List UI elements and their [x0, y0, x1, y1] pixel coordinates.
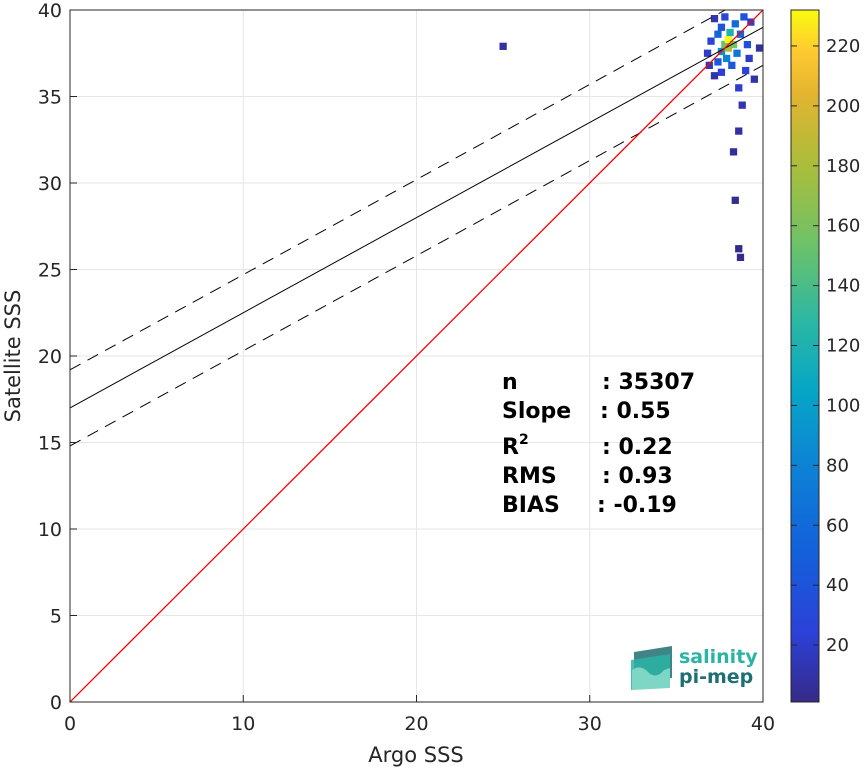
identity-line [70, 10, 763, 702]
stat-n-value: : 35307 [602, 370, 695, 395]
stat-r2-superscript: 2 [519, 432, 529, 448]
logo-line2: pi-mep [679, 666, 753, 688]
colorbar-tick-label: 160 [826, 216, 860, 237]
density-cell [745, 54, 753, 63]
density-cell [703, 49, 712, 57]
logo-line1: salinity [679, 646, 758, 668]
y-tick-label: 5 [50, 606, 62, 628]
stats-annotation: n : 35307 Slope : 0.55 R2 : 0.22 RMS : 0… [502, 370, 695, 518]
stat-n-label: n [502, 370, 518, 395]
y-tick-label: 20 [38, 346, 62, 368]
upper-bound-line [70, 10, 727, 371]
y-axis-ticks: 0 5 10 15 20 25 30 35 40 [38, 0, 77, 714]
density-cell [724, 35, 732, 44]
density-cell [731, 196, 739, 204]
stat-rms-label: RMS [502, 464, 557, 489]
x-axis-title: Argo SSS [368, 743, 463, 767]
x-tick-label: 10 [231, 713, 255, 735]
x-tick-label: 0 [64, 713, 76, 735]
colorbar-tick-label: 20 [826, 635, 849, 656]
x-tick-label: 40 [751, 713, 775, 735]
density-cell [714, 58, 722, 66]
colorbar-tick-label: 180 [826, 156, 860, 177]
stat-slope-value: : 0.55 [600, 399, 671, 424]
density-cell [738, 101, 746, 109]
density-cell [728, 61, 736, 69]
density-cell [735, 84, 743, 92]
density-cell [717, 68, 726, 76]
density-cell [721, 13, 729, 21]
density-cell [755, 44, 763, 52]
stat-rms-value: : 0.93 [602, 464, 673, 489]
density-cells [499, 13, 763, 262]
y-tick-label: 30 [38, 173, 62, 195]
density-cell [733, 49, 741, 57]
density-cell [717, 23, 726, 31]
x-tick-label: 20 [404, 713, 428, 735]
density-cell [740, 13, 748, 21]
density-cell [736, 30, 745, 38]
colorbar: 20 40 60 80 100 120 140 160 180 200 220 [790, 9, 860, 703]
density-cell [742, 66, 750, 75]
x-tick-label: 30 [578, 713, 602, 735]
density-cell [743, 40, 752, 49]
regression-lines [70, 10, 763, 702]
density-cell [736, 253, 745, 262]
stat-bias-value: : -0.19 [597, 493, 677, 518]
colorbar-tick-label: 220 [826, 36, 860, 57]
density-cell [710, 72, 719, 80]
density-cell [710, 15, 719, 23]
y-tick-label: 15 [38, 433, 62, 455]
stat-slope-label: Slope [502, 399, 571, 424]
colorbar-tick-label: 100 [826, 395, 860, 416]
colorbar-tick-label: 140 [826, 276, 860, 297]
density-cell [714, 30, 722, 38]
density-cell [707, 37, 715, 45]
density-cell [750, 75, 758, 83]
y-tick-label: 35 [38, 87, 62, 109]
density-cell [722, 54, 731, 63]
y-tick-label: 0 [50, 692, 62, 714]
colorbar-tick-label: 200 [826, 96, 860, 117]
colorbar-gradient [790, 9, 820, 703]
y-tick-label: 10 [38, 519, 62, 541]
density-cell [729, 40, 738, 49]
stat-r2-base: R [502, 435, 519, 460]
density-cell [731, 20, 739, 28]
wave-layers-icon [631, 646, 672, 690]
density-cell [705, 61, 713, 69]
density-cell [729, 148, 738, 156]
density-cell [499, 42, 507, 50]
colorbar-tick-label: 120 [826, 336, 860, 357]
lower-bound-line [70, 64, 763, 447]
y-axis-title: Satellite SSS [1, 290, 25, 423]
density-cell [724, 44, 732, 52]
stat-bias-label: BIAS [502, 493, 560, 518]
x-axis-ticks: 0 10 20 30 40 [64, 695, 775, 735]
colorbar-tick-label: 60 [826, 515, 849, 536]
stat-r2-label: R2 [502, 432, 529, 460]
regression-line [70, 26, 763, 409]
colorbar-tick-label: 80 [826, 455, 849, 476]
y-tick-label: 25 [38, 260, 62, 282]
stat-r2-value: : 0.22 [602, 435, 673, 460]
colorbar-tick-label: 40 [826, 575, 849, 596]
density-cell [735, 127, 743, 135]
colorbar-ticks: 20 40 60 80 100 120 140 160 180 200 220 [791, 36, 860, 656]
density-cell [735, 245, 743, 253]
salinity-pimep-logo: salinity pi-mep [631, 646, 758, 690]
y-tick-label: 40 [38, 0, 62, 22]
density-cell [726, 28, 734, 37]
